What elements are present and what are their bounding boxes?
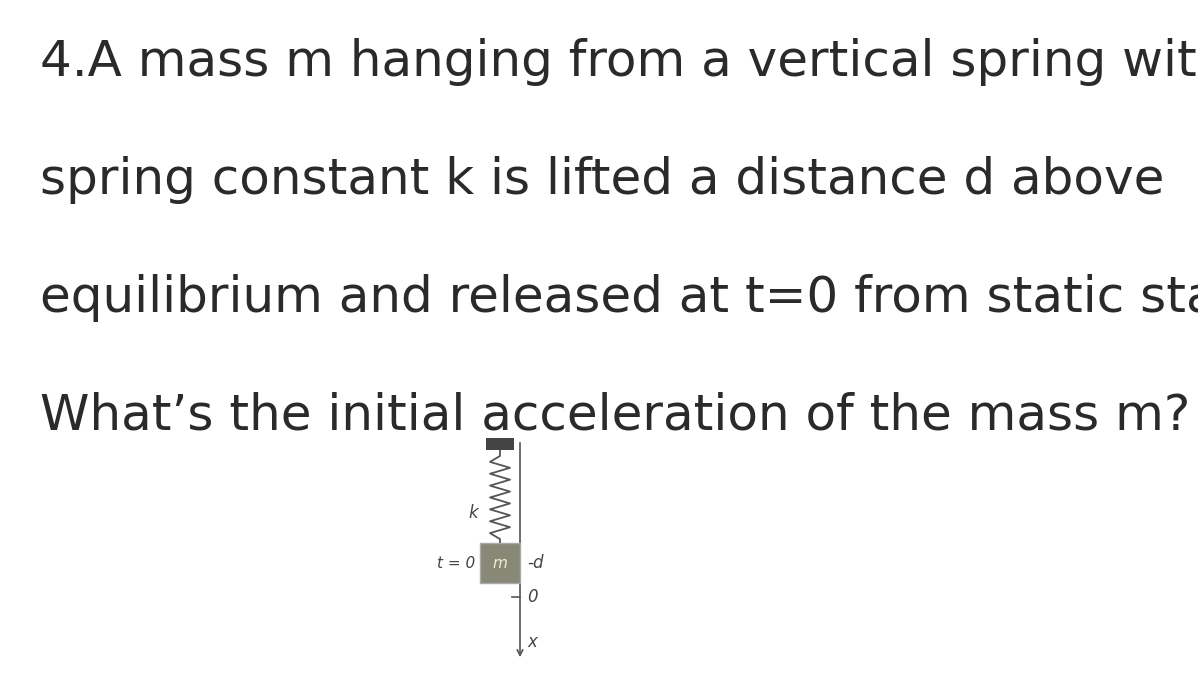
Text: k: k	[468, 504, 478, 521]
Text: spring constant k is lifted a distance d above: spring constant k is lifted a distance d…	[40, 156, 1164, 204]
Bar	[480, 543, 520, 583]
Text: t = 0: t = 0	[437, 556, 474, 571]
Text: What’s the initial acceleration of the mass m? ( ): What’s the initial acceleration of the m…	[40, 392, 1198, 440]
Text: x: x	[527, 633, 537, 651]
Bar	[486, 438, 514, 450]
Text: 4.A mass m hanging from a vertical spring with: 4.A mass m hanging from a vertical sprin…	[40, 38, 1198, 86]
Text: m: m	[492, 556, 508, 571]
Text: equilibrium and released at t=0 from static state.: equilibrium and released at t=0 from sta…	[40, 274, 1198, 322]
Text: -d: -d	[527, 554, 544, 572]
Text: 0: 0	[527, 588, 538, 606]
